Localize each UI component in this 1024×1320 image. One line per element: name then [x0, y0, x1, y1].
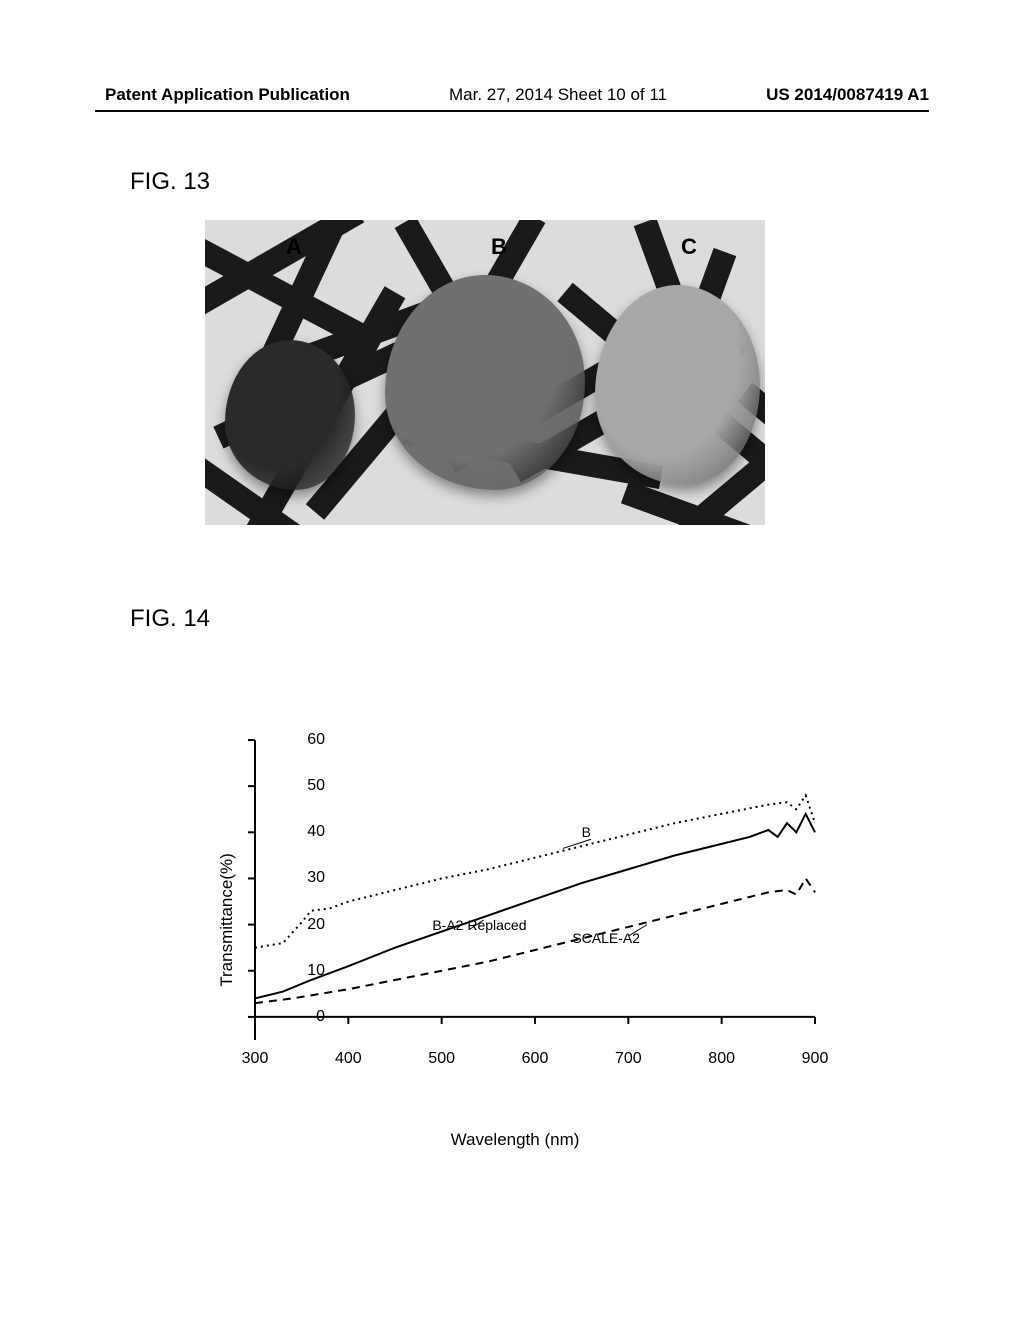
- chart-x-tick-label: 400: [335, 1050, 362, 1068]
- chart-x-tick-label: 500: [428, 1050, 455, 1068]
- chart-series-label: B-A2 Replaced: [432, 917, 526, 933]
- chart-x-tick-label: 900: [802, 1050, 829, 1068]
- photo-label-b: B: [485, 232, 513, 262]
- chart-series-label: B: [582, 824, 591, 840]
- figure-13-photo: A B C: [205, 220, 765, 525]
- chart-y-tick-label: 30: [285, 869, 325, 887]
- chart-x-tick-label: 600: [522, 1050, 549, 1068]
- chart-plot-area: [255, 740, 815, 1040]
- chart-y-tick-label: 10: [285, 962, 325, 980]
- chart-x-tick-label: 700: [615, 1050, 642, 1068]
- chart-x-axis-title: Wavelength (nm): [451, 1130, 580, 1150]
- chart-y-tick-label: 0: [285, 1008, 325, 1026]
- photo-label-a: A: [280, 232, 308, 262]
- figure-13-label: FIG. 13: [130, 168, 210, 196]
- chart-series-label: SCALE-A2: [572, 930, 640, 946]
- photo-label-c: C: [675, 232, 703, 262]
- figure-14-label: FIG. 14: [130, 605, 210, 633]
- chart-y-axis-title: Transmittance(%): [217, 853, 237, 987]
- header-divider: [95, 110, 929, 112]
- chart-y-tick-label: 40: [285, 823, 325, 841]
- chart-y-tick-label: 60: [285, 731, 325, 749]
- chart-x-tick-label: 800: [708, 1050, 735, 1068]
- chart-y-tick-label: 50: [285, 777, 325, 795]
- chart-y-tick-label: 20: [285, 916, 325, 934]
- figure-14-chart: Transmittance(%) Wavelength (nm) 0102030…: [195, 740, 835, 1100]
- header-patent-number: US 2014/0087419 A1: [766, 85, 929, 105]
- header-publication: Patent Application Publication: [105, 85, 350, 105]
- header-date-sheet: Mar. 27, 2014 Sheet 10 of 11: [449, 85, 667, 105]
- chart-x-tick-label: 300: [242, 1050, 269, 1068]
